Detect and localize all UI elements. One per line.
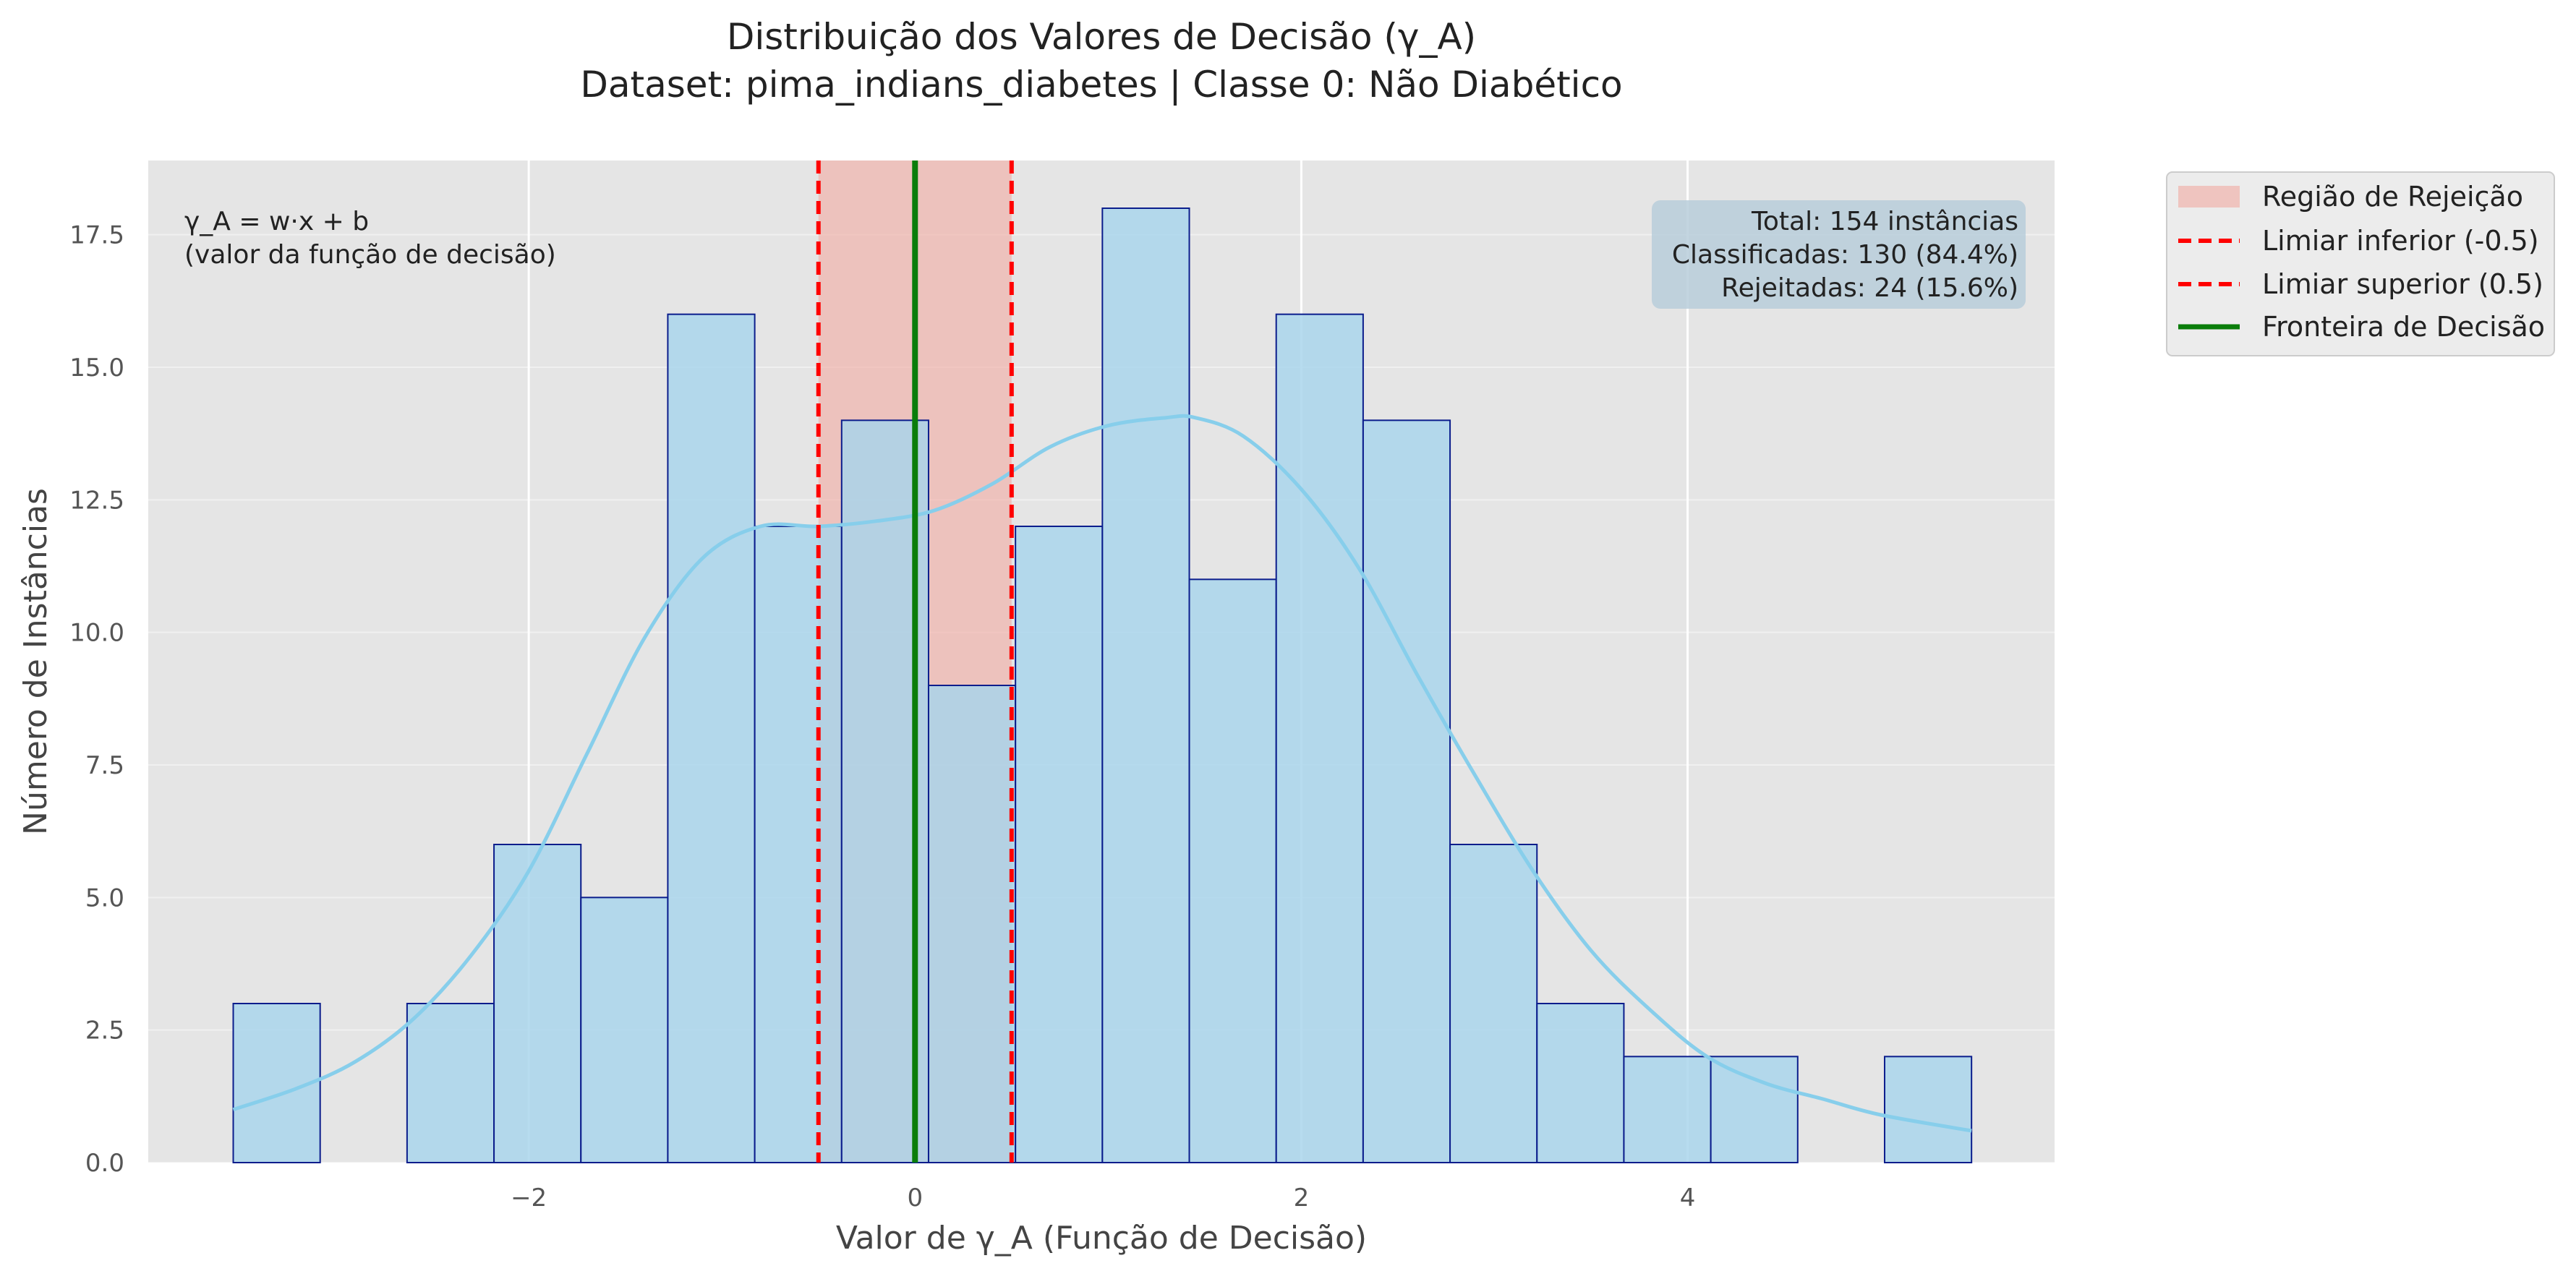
formula-annotation-line-1: γ_A = w·x + b (184, 207, 369, 236)
legend-label-decision-boundary: Fronteira de Decisão (2262, 311, 2545, 343)
histogram-bar-17 (1710, 1056, 1799, 1164)
histogram-bar-15 (1536, 1003, 1625, 1163)
x-tick-label-1: 0 (907, 1184, 923, 1212)
x-tick-label-0: −2 (511, 1184, 547, 1212)
histogram-bar-9 (1015, 526, 1104, 1163)
y-tick-label-1: 2.5 (85, 1017, 124, 1045)
stats-total: Total: 154 instâncias (1751, 207, 2018, 236)
legend-label-lower-threshold: Limiar inferior (-0.5) (2262, 225, 2539, 257)
x-axis-label: Valor de γ_A (Função de Decisão) (836, 1220, 1367, 1257)
histogram-bar-19 (1883, 1056, 1973, 1164)
histogram-bar-4 (580, 897, 669, 1164)
kde-layer (232, 414, 1972, 1133)
y-tick-label-2: 5.0 (85, 884, 124, 912)
axis-ticks: −2 0 2 4 0.0 2.5 5.0 7.5 10.0 12.5 15.0 17.5 (69, 221, 1695, 1212)
y-tick-label-7: 17.5 (69, 221, 124, 250)
histogram-bar-14 (1449, 844, 1538, 1163)
histogram-bar-11 (1188, 578, 1277, 1163)
y-axis-label: Número de Instâncias (17, 488, 54, 835)
y-tick-label-5: 12.5 (69, 486, 124, 515)
threshold-lines-layer (816, 161, 1014, 1163)
kde-curve (232, 414, 1972, 1133)
formula-annotation-line-2: (valor da função de decisão) (184, 240, 556, 270)
stats-rejected: Rejeitadas: 24 (15.6%) (1721, 273, 2018, 303)
histogram-bar-3 (493, 844, 582, 1163)
histogram-bar-8 (927, 685, 1017, 1163)
y-tick-label-3: 7.5 (85, 751, 124, 780)
histogram-bar-10 (1101, 208, 1190, 1163)
histogram-bar-6 (754, 526, 843, 1163)
histogram-bar-13 (1362, 419, 1451, 1163)
chart-subtitle: Dataset: pima_indians_diabetes | Classe … (580, 64, 1622, 106)
x-tick-label-3: 4 (1680, 1184, 1696, 1212)
stats-box-background (1652, 200, 2026, 309)
stats-classified: Classificadas: 130 (84.4%) (1672, 240, 2018, 270)
legend-frame (2166, 171, 2555, 356)
histogram-bar-16 (1623, 1056, 1712, 1164)
legend: Região de Rejeição Limiar inferior (-0.5… (2166, 171, 2555, 356)
histogram-bar-2 (406, 1003, 495, 1163)
legend-label-rejection: Região de Rejeição (2262, 181, 2523, 213)
x-tick-label-2: 2 (1294, 1184, 1310, 1212)
stats-box: Total: 154 instâncias Classificadas: 130… (1652, 200, 2026, 309)
histogram-bar-12 (1275, 313, 1364, 1164)
y-tick-label-4: 10.0 (69, 619, 124, 648)
y-tick-label-6: 15.0 (69, 354, 124, 382)
histogram-bar-5 (667, 313, 756, 1164)
legend-label-upper-threshold: Limiar superior (0.5) (2262, 268, 2543, 300)
y-tick-label-0: 0.0 (85, 1149, 124, 1178)
chart-title: Distribuição dos Valores de Decisão (γ_A… (727, 16, 1476, 58)
legend-swatch-rejection (2178, 186, 2240, 208)
